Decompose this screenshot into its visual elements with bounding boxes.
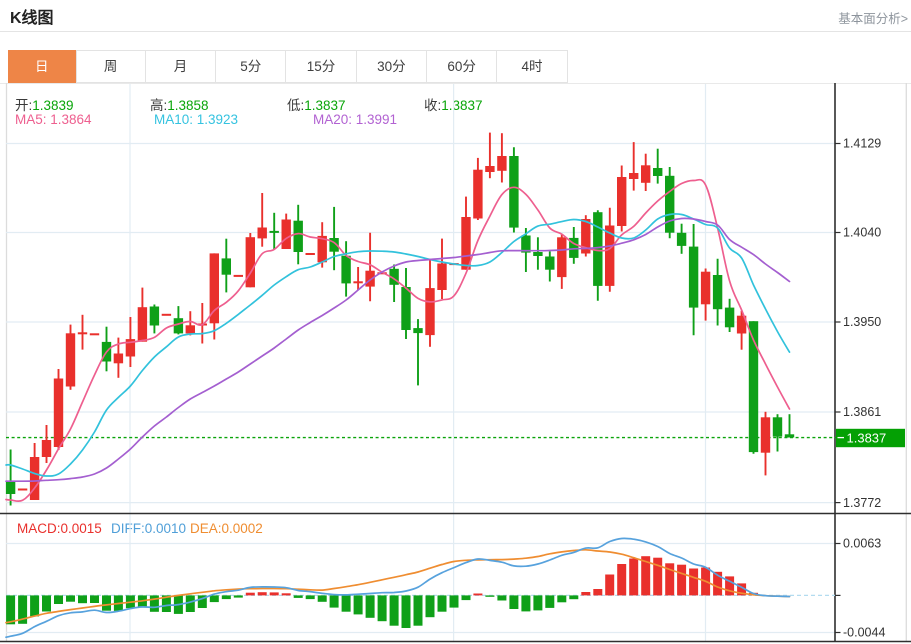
svg-text:1.3772: 1.3772 xyxy=(843,496,881,510)
svg-text:1.3950: 1.3950 xyxy=(843,315,881,329)
svg-text:1.3861: 1.3861 xyxy=(843,405,881,419)
svg-text:0.0063: 0.0063 xyxy=(843,537,881,551)
svg-text:1.3837: 1.3837 xyxy=(847,430,887,445)
svg-text:1.4040: 1.4040 xyxy=(843,226,881,240)
svg-text:1.4129: 1.4129 xyxy=(843,137,881,151)
svg-text:-0.0044: -0.0044 xyxy=(843,626,885,640)
